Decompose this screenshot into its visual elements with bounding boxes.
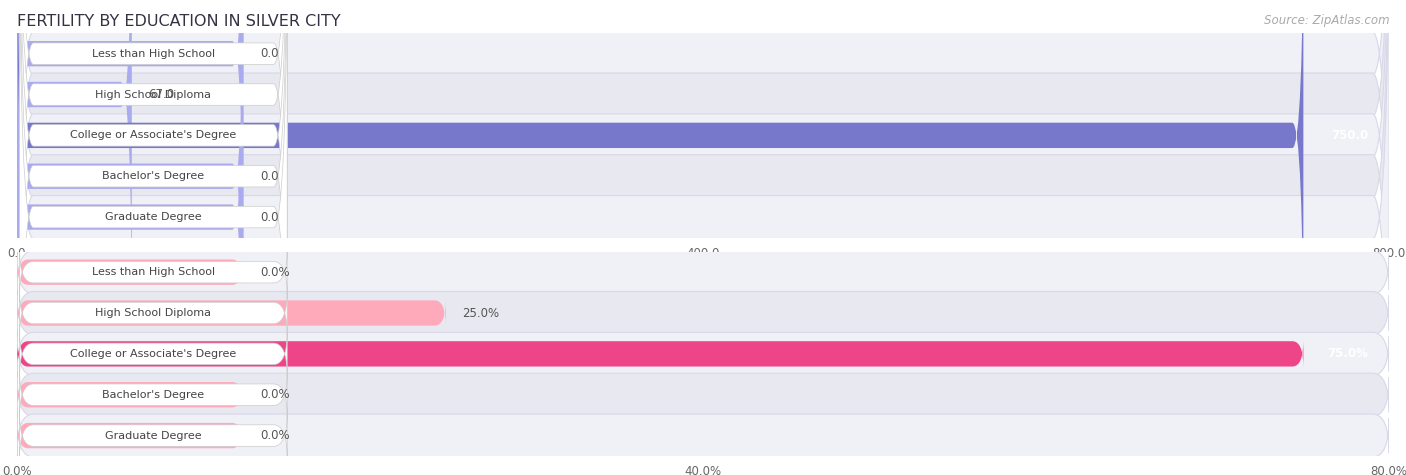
FancyBboxPatch shape <box>17 0 1389 475</box>
FancyBboxPatch shape <box>20 0 287 410</box>
Text: 0.0%: 0.0% <box>260 388 290 401</box>
Text: 0.0: 0.0 <box>260 47 278 60</box>
FancyBboxPatch shape <box>20 0 287 475</box>
Text: High School Diploma: High School Diploma <box>96 89 211 100</box>
Text: High School Diploma: High School Diploma <box>96 308 211 318</box>
FancyBboxPatch shape <box>17 0 243 466</box>
Text: 75.0%: 75.0% <box>1327 347 1368 361</box>
FancyBboxPatch shape <box>20 0 287 475</box>
FancyBboxPatch shape <box>20 291 287 335</box>
FancyBboxPatch shape <box>17 0 1303 384</box>
FancyBboxPatch shape <box>17 381 243 408</box>
FancyBboxPatch shape <box>20 414 287 457</box>
FancyBboxPatch shape <box>20 0 287 370</box>
Text: FERTILITY BY EDUCATION IN SILVER CITY: FERTILITY BY EDUCATION IN SILVER CITY <box>17 14 340 29</box>
FancyBboxPatch shape <box>17 422 243 449</box>
FancyBboxPatch shape <box>17 259 243 285</box>
FancyBboxPatch shape <box>20 373 287 417</box>
Text: Graduate Degree: Graduate Degree <box>105 212 201 222</box>
FancyBboxPatch shape <box>17 0 1389 475</box>
FancyBboxPatch shape <box>17 0 1389 465</box>
FancyBboxPatch shape <box>17 0 1389 475</box>
FancyBboxPatch shape <box>17 0 243 303</box>
Text: College or Associate's Degree: College or Associate's Degree <box>70 130 236 141</box>
FancyBboxPatch shape <box>17 0 132 343</box>
Text: Less than High School: Less than High School <box>91 48 215 59</box>
FancyBboxPatch shape <box>17 0 243 425</box>
Text: College or Associate's Degree: College or Associate's Degree <box>70 349 236 359</box>
FancyBboxPatch shape <box>17 292 1389 334</box>
FancyBboxPatch shape <box>17 251 1389 294</box>
FancyBboxPatch shape <box>17 300 446 326</box>
Text: Bachelor's Degree: Bachelor's Degree <box>103 390 204 400</box>
Text: 25.0%: 25.0% <box>463 306 499 320</box>
Text: Bachelor's Degree: Bachelor's Degree <box>103 171 204 181</box>
Text: 0.0%: 0.0% <box>260 429 290 442</box>
Text: Source: ZipAtlas.com: Source: ZipAtlas.com <box>1264 14 1389 27</box>
FancyBboxPatch shape <box>20 0 287 451</box>
Text: 0.0: 0.0 <box>260 210 278 224</box>
FancyBboxPatch shape <box>17 332 1389 375</box>
FancyBboxPatch shape <box>17 341 1303 367</box>
Text: 750.0: 750.0 <box>1331 129 1368 142</box>
FancyBboxPatch shape <box>17 373 1389 416</box>
Text: 0.0%: 0.0% <box>260 266 290 279</box>
Text: Graduate Degree: Graduate Degree <box>105 430 201 441</box>
Text: Less than High School: Less than High School <box>91 267 215 277</box>
Text: 67.0: 67.0 <box>148 88 174 101</box>
FancyBboxPatch shape <box>17 0 1389 424</box>
FancyBboxPatch shape <box>17 414 1389 457</box>
FancyBboxPatch shape <box>20 332 287 376</box>
Text: 0.0: 0.0 <box>260 170 278 183</box>
FancyBboxPatch shape <box>20 250 287 294</box>
